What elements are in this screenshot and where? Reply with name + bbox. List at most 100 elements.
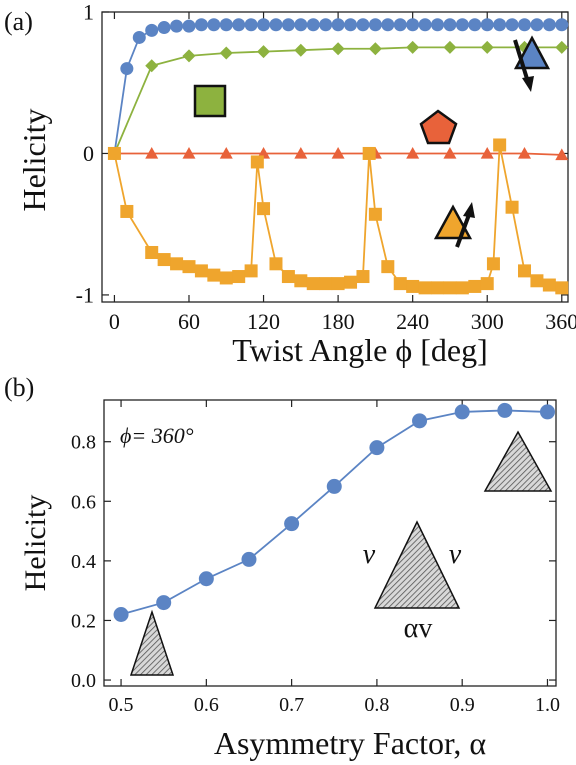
a-series-1-point	[331, 42, 345, 56]
a-series-3-point	[418, 281, 432, 295]
a-series-0-point	[132, 30, 146, 44]
a-series-3-point	[505, 200, 519, 214]
a-series-0-point	[145, 23, 159, 37]
a-series-0-point	[257, 18, 271, 32]
a-series-1-point	[257, 45, 271, 59]
panel-a-frame	[101, 11, 569, 303]
b-series-0-point	[326, 478, 342, 494]
a-series-2-point	[182, 146, 196, 159]
panel-b: (b) 0.5 0.6 0.7 0.8 0.9 1.0 0.0 0.2 0.4 0.6 0.8 He…	[4, 373, 560, 761]
a-series-3-point	[555, 281, 569, 295]
y-tick-label: 0	[83, 141, 94, 166]
a-series-0-point	[443, 18, 457, 32]
a-series-0-point	[418, 18, 432, 32]
a-series-1-point	[219, 46, 233, 60]
a-series-0-point	[331, 18, 345, 32]
a-series-3-point	[468, 279, 482, 293]
panel-b-frame	[103, 399, 557, 687]
a-series-0-point	[356, 18, 370, 32]
panel-b-label: (b)	[4, 373, 34, 402]
a-series-3-point	[480, 277, 494, 291]
a-series-0-point	[530, 18, 544, 32]
x-tick-label: 0.8	[364, 694, 389, 716]
a-series-1-point	[368, 42, 382, 56]
x-tick-label: 1.0	[535, 694, 560, 716]
a-series-3-point	[443, 281, 457, 295]
a-series-1-point	[182, 49, 196, 63]
narrow-triangle-icon	[129, 609, 175, 676]
a-series-3-point	[356, 270, 370, 284]
y-tick-label: 0.4	[71, 551, 96, 573]
panel-b-xlabel: Asymmetry Factor, α	[214, 725, 487, 761]
b-series-0-point	[113, 607, 129, 622]
y-tick-label: 0.2	[71, 610, 96, 632]
panel-b-ticks: 0.5 0.6 0.7 0.8 0.9 1.0 0.0 0.2 0.4 0.6 0.8	[71, 400, 560, 716]
a-series-0-point	[431, 18, 445, 32]
arrow-down-head-icon	[522, 76, 534, 92]
a-series-0-point	[244, 18, 258, 32]
a-series-0-point	[281, 18, 295, 32]
b-series-0-point	[284, 516, 300, 532]
a-series-0-point	[344, 18, 358, 32]
a-series-2-point	[443, 146, 457, 159]
a-series-3-point	[306, 277, 320, 291]
y-tick-label: -1	[76, 283, 94, 308]
a-series-0-point	[393, 18, 407, 32]
a-series-2-point	[219, 146, 233, 159]
equilateral-triangle-icon	[483, 430, 553, 492]
b-series-0-point	[497, 402, 513, 418]
a-series-3-point	[250, 155, 264, 169]
y-tick-label: 1	[83, 0, 94, 25]
x-tick-label: 0.7	[279, 694, 304, 716]
a-series-0-point	[306, 18, 320, 32]
a-series-3-point	[486, 257, 500, 271]
a-series-3-point	[182, 260, 196, 274]
a-series-1-point	[555, 40, 569, 54]
panel-a-xlabel: Twist Angle ϕ [deg]	[232, 332, 487, 368]
a-series-0-point	[182, 19, 196, 33]
a-series-3-point	[244, 264, 258, 278]
phi-annotation: ϕ= 360°	[120, 423, 194, 448]
panel-a: (a) 0 60 120 180 240 300 360 -1 0 1 Helicity Twis…	[4, 0, 576, 368]
x-tick-label: 120	[247, 309, 280, 334]
a-series-2-point	[555, 148, 569, 161]
a-series-3-point	[145, 245, 159, 259]
a-series-0-point	[319, 18, 333, 32]
a-series-0-point	[555, 18, 569, 32]
a-series-0-point	[518, 18, 532, 32]
a-series-3-point	[431, 281, 445, 295]
a-series-0-point	[468, 18, 482, 32]
a-series-0-point	[381, 18, 395, 32]
green-square-icon	[193, 84, 227, 118]
a-series-3-point	[406, 279, 420, 293]
x-tick-label: 0	[109, 309, 120, 334]
a-series-0-point	[194, 18, 208, 32]
a-series-2-point	[480, 146, 494, 159]
a-series-3-point	[530, 274, 544, 288]
a-series-3-point	[120, 204, 134, 218]
a-series-0-point	[207, 18, 221, 32]
a-series-0-point	[480, 18, 494, 32]
panel-a-ylabel: Helicity	[16, 108, 52, 211]
a-series-0-point	[219, 18, 233, 32]
a-series-0-point	[120, 62, 134, 76]
b-series-0-point	[241, 551, 257, 567]
a-series-3-point	[393, 277, 407, 291]
a-series-1-line	[113, 46, 562, 154]
a-series-3-point	[381, 260, 395, 274]
a-series-2-point	[406, 146, 420, 159]
a-series-3-point	[368, 207, 382, 221]
arrow-up-icon	[455, 211, 472, 248]
a-series-0-point	[368, 18, 382, 32]
a-series-3-point	[493, 138, 507, 152]
y-tick-label: 0.6	[71, 491, 96, 513]
a-series-0-point	[493, 18, 507, 32]
a-series-0-point	[269, 18, 283, 32]
b-series-0-point	[454, 404, 470, 420]
a-series-2-point	[518, 146, 532, 159]
x-tick-label: 0.9	[450, 694, 475, 716]
b-series-0-point	[198, 571, 214, 587]
a-series-3-point	[269, 257, 283, 271]
a-series-3-point	[170, 257, 184, 271]
